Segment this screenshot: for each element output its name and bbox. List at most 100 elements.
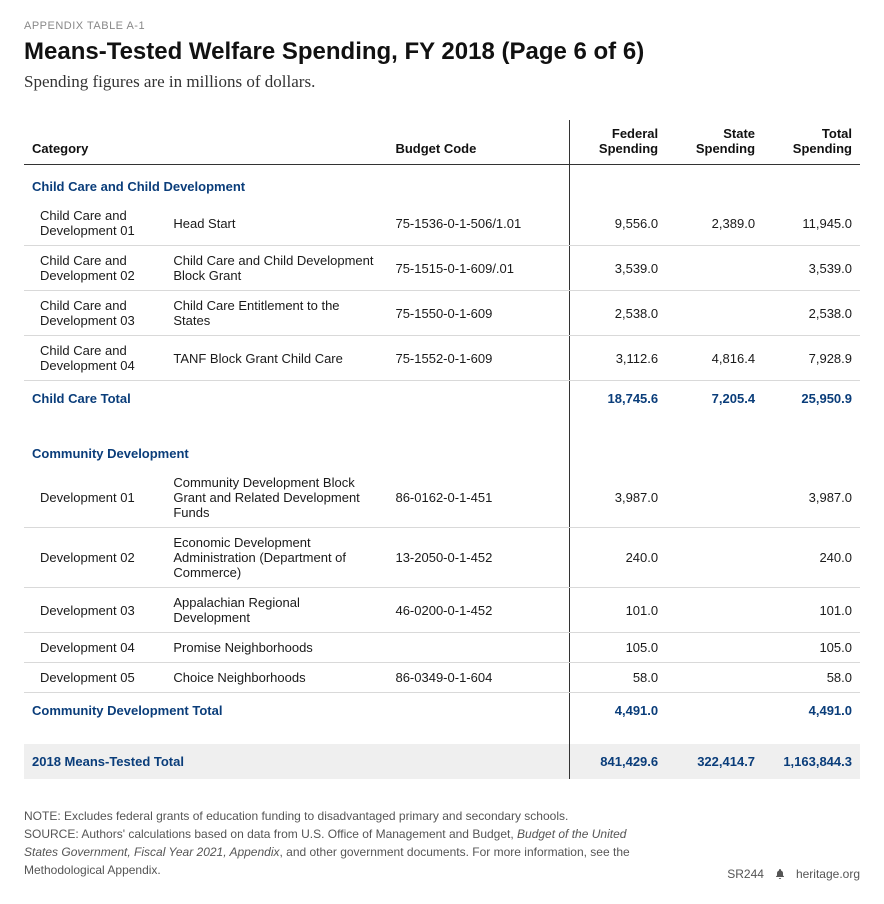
- cell-code: 75-1550-0-1-609: [387, 291, 569, 336]
- cell-desc: Head Start: [165, 201, 387, 246]
- cell-desc: TANF Block Grant Child Care: [165, 336, 387, 381]
- cell-state: 2,389.0: [666, 201, 763, 246]
- cell-total: 11,945.0: [763, 201, 860, 246]
- note-label: NOTE:: [24, 809, 61, 823]
- cell-code: 86-0162-0-1-451: [387, 468, 569, 528]
- section-header: Community Development: [24, 432, 860, 468]
- source-label: SOURCE:: [24, 827, 79, 841]
- cell-desc: Choice Neighborhoods: [165, 663, 387, 693]
- cell-desc: Child Care and Child Development Block G…: [165, 246, 387, 291]
- cell-total: 240.0: [763, 528, 860, 588]
- cell-desc: Appalachian Regional Development: [165, 588, 387, 633]
- cell-category: Development 02: [24, 528, 165, 588]
- table-row: Development 01Community Development Bloc…: [24, 468, 860, 528]
- grand-total-fed: 841,429.6: [569, 744, 666, 779]
- section-name: Community Development: [24, 432, 569, 468]
- cell-desc: Community Development Block Grant and Re…: [165, 468, 387, 528]
- section-total-total: 25,950.9: [763, 381, 860, 417]
- cell-federal: 240.0: [569, 528, 666, 588]
- cell-state: [666, 663, 763, 693]
- cell-total: 2,538.0: [763, 291, 860, 336]
- page-title: Means-Tested Welfare Spending, FY 2018 (…: [24, 38, 860, 66]
- table-row: Child Care and Development 04TANF Block …: [24, 336, 860, 381]
- section-total-label: Community Development Total: [24, 693, 569, 729]
- cell-federal: 58.0: [569, 663, 666, 693]
- cell-category: Child Care and Development 01: [24, 201, 165, 246]
- cell-code: 75-1536-0-1-506/1.01: [387, 201, 569, 246]
- cell-code: 75-1552-0-1-609: [387, 336, 569, 381]
- cell-total: 101.0: [763, 588, 860, 633]
- cell-category: Development 04: [24, 633, 165, 663]
- table-row: Development 05Choice Neighborhoods86-034…: [24, 663, 860, 693]
- grand-total-label: 2018 Means-Tested Total: [24, 744, 569, 779]
- section-total: Community Development Total4,491.04,491.…: [24, 693, 860, 729]
- section-total-fed: 18,745.6: [569, 381, 666, 417]
- cell-code: 46-0200-0-1-452: [387, 588, 569, 633]
- col-total: Total Spending: [763, 120, 860, 165]
- cell-desc: Economic Development Administration (Dep…: [165, 528, 387, 588]
- cell-state: 4,816.4: [666, 336, 763, 381]
- table-row: Child Care and Development 03Child Care …: [24, 291, 860, 336]
- cell-category: Child Care and Development 02: [24, 246, 165, 291]
- cell-state: [666, 528, 763, 588]
- cell-total: 58.0: [763, 663, 860, 693]
- cell-category: Development 03: [24, 588, 165, 633]
- col-desc: [165, 120, 387, 165]
- footer-code: SR244: [727, 867, 764, 881]
- grand-total: 2018 Means-Tested Total841,429.6322,414.…: [24, 744, 860, 779]
- section-total-state: [666, 693, 763, 729]
- table-row: Child Care and Development 02Child Care …: [24, 246, 860, 291]
- col-budget-code: Budget Code: [387, 120, 569, 165]
- col-state: State Spending: [666, 120, 763, 165]
- section-total: Child Care Total18,745.67,205.425,950.9: [24, 381, 860, 417]
- grand-total-total: 1,163,844.3: [763, 744, 860, 779]
- cell-federal: 9,556.0: [569, 201, 666, 246]
- footer-site: heritage.org: [796, 867, 860, 881]
- table-row: Development 03Appalachian Regional Devel…: [24, 588, 860, 633]
- cell-code: 75-1515-0-1-609/.01: [387, 246, 569, 291]
- cell-federal: 3,539.0: [569, 246, 666, 291]
- cell-federal: 105.0: [569, 633, 666, 663]
- grand-total-state: 322,414.7: [666, 744, 763, 779]
- cell-state: [666, 588, 763, 633]
- section-header: Child Care and Child Development: [24, 165, 860, 202]
- cell-desc: Child Care Entitlement to the States: [165, 291, 387, 336]
- source-text-1: Authors' calculations based on data from…: [81, 827, 517, 841]
- cell-state: [666, 246, 763, 291]
- cell-state: [666, 633, 763, 663]
- table-row: Child Care and Development 01Head Start7…: [24, 201, 860, 246]
- table-row: Development 02Economic Development Admin…: [24, 528, 860, 588]
- cell-code: 86-0349-0-1-604: [387, 663, 569, 693]
- cell-state: [666, 291, 763, 336]
- section-total-label: Child Care Total: [24, 381, 569, 417]
- table-row: Development 04Promise Neighborhoods 105.0…: [24, 633, 860, 663]
- section-name: Child Care and Child Development: [24, 165, 569, 202]
- cell-total: 3,539.0: [763, 246, 860, 291]
- cell-federal: 3,112.6: [569, 336, 666, 381]
- col-federal: Federal Spending: [569, 120, 666, 165]
- cell-total: 3,987.0: [763, 468, 860, 528]
- section-total-state: 7,205.4: [666, 381, 763, 417]
- subtitle: Spending figures are in millions of doll…: [24, 72, 860, 92]
- cell-category: Development 01: [24, 468, 165, 528]
- section-total-fed: 4,491.0: [569, 693, 666, 729]
- cell-federal: 3,987.0: [569, 468, 666, 528]
- cell-total: 105.0: [763, 633, 860, 663]
- cell-category: Development 05: [24, 663, 165, 693]
- cell-total: 7,928.9: [763, 336, 860, 381]
- appendix-label: APPENDIX TABLE A-1: [24, 20, 860, 32]
- cell-code: [387, 633, 569, 663]
- section-total-total: 4,491.0: [763, 693, 860, 729]
- table-header-row: Category Budget Code Federal Spending St…: [24, 120, 860, 165]
- cell-category: Child Care and Development 03: [24, 291, 165, 336]
- col-category: Category: [24, 120, 165, 165]
- spending-table: Category Budget Code Federal Spending St…: [24, 120, 860, 779]
- cell-code: 13-2050-0-1-452: [387, 528, 569, 588]
- note-text: Excludes federal grants of education fun…: [64, 809, 568, 823]
- bell-icon: [774, 868, 786, 880]
- cell-category: Child Care and Development 04: [24, 336, 165, 381]
- cell-desc: Promise Neighborhoods: [165, 633, 387, 663]
- cell-state: [666, 468, 763, 528]
- cell-federal: 101.0: [569, 588, 666, 633]
- cell-federal: 2,538.0: [569, 291, 666, 336]
